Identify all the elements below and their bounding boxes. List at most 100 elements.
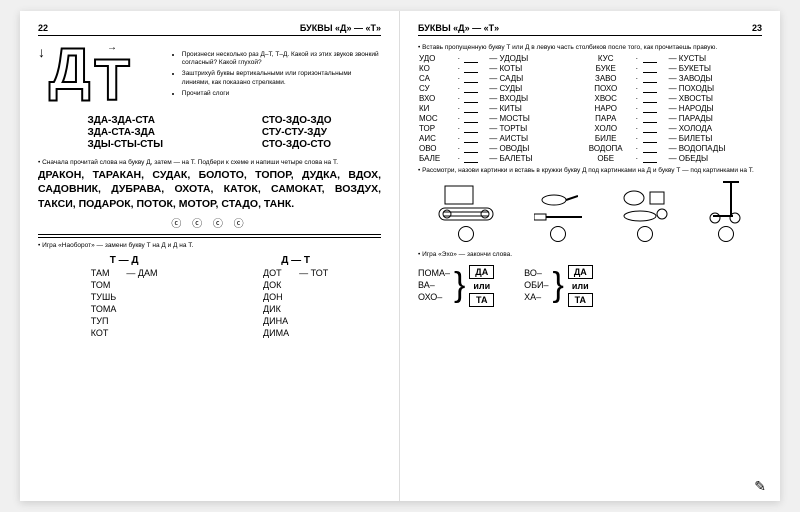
syllable-line: СТУ-СТУ-ЗДУ <box>262 127 332 138</box>
task-text: Игра «Наоборот» — замени букву Т на Д и … <box>42 242 193 249</box>
fill-row: ВХО·— ВХОДЫХВОС·— ХВОСТЫ <box>418 93 762 103</box>
word-cell: КОТ <box>87 328 121 338</box>
syllables-col-left: ЗДА-ЗДА-СТА ЗДА-СТА-ЗДА ЗДЫ-СТЫ-СТЫ <box>87 114 163 151</box>
section-title-left: БУКВЫ «Д» — «Т» <box>300 23 381 33</box>
big-letters-row: ↓ Д → Т Произнеси несколько раз Д–Т, Т–Д… <box>38 44 381 108</box>
answer-box[interactable]: ДА <box>568 265 593 279</box>
echo-word: ХА– <box>524 292 548 304</box>
instructions-list: Произнеси несколько раз Д–Т, Т–Д. Какой … <box>142 51 381 102</box>
tractor-icon <box>437 182 495 224</box>
echo-group-1: ПОМА– ВА– ОХО– } ДА или ТА <box>418 264 494 308</box>
word-cell: ТОМ <box>87 280 121 290</box>
opposite-col-2: Д — Т ДОТ— ТОТ ДОК ДОН ДИК ДИНА ДИМА <box>257 253 334 340</box>
fill-row: БАЛЕ·— БАЛЕТЫОБЕ·— ОБЕДЫ <box>418 153 762 163</box>
section-title-right: БУКВЫ «Д» — «Т» <box>418 23 499 33</box>
word-cell: ДОК <box>259 280 293 290</box>
hammer-icon <box>534 210 582 224</box>
fill-table: УДО·— УДОДЫКУС·— КУСТЫКО·— КОТЫБУКЕ·— БУ… <box>418 53 762 163</box>
task-text: Вставь пропущенную букву Т или Д в левую… <box>422 44 717 51</box>
word-cell: ДИК <box>259 304 293 314</box>
col-header: Д — Т <box>259 255 332 266</box>
word-cell: ДОТ <box>259 268 293 278</box>
signature-icon: ✎ <box>754 478 766 495</box>
fill-row: СУ·— СУДЫПОХО·— ПОХОДЫ <box>418 83 762 93</box>
fill-row: КО·— КОТЫБУКЕ·— БУКЕТЫ <box>418 63 762 73</box>
echo-word: ВА– <box>418 280 450 292</box>
word-cell: — ДАМ <box>122 268 161 278</box>
echo-word: ОБИ– <box>524 280 548 292</box>
page-number-right: 23 <box>752 23 762 33</box>
word-cell: ДИМА <box>259 328 293 338</box>
brace-icon: } <box>454 274 465 298</box>
task-fill-letter: • Вставь пропущенную букву Т или Д в лев… <box>418 44 762 51</box>
answer-boxes: ДА или ТА <box>568 264 593 308</box>
echo-group-2: ВО– ОБИ– ХА– } ДА или ТА <box>524 264 593 308</box>
word-list: ДРАКОН, ТАРАКАН, СУДАК, БОЛОТО, ТОПОР, Д… <box>38 168 381 211</box>
echo-game: ПОМА– ВА– ОХО– } ДА или ТА ВО– ОБИ– ХА– … <box>418 264 762 308</box>
picture-tractor <box>437 182 495 247</box>
echo-words: ПОМА– ВА– ОХО– <box>418 268 450 303</box>
answer-circle[interactable] <box>718 226 734 242</box>
arrow-right-icon: → <box>107 42 117 53</box>
opposite-col-1: Т — Д ТАМ— ДАМ ТОМ ТУШЬ ТОМА ТУП КОТ <box>85 253 164 340</box>
word-cell: ДОН <box>259 292 293 302</box>
answer-circle[interactable] <box>637 226 653 242</box>
book-spread: 22 БУКВЫ «Д» — «Т» ↓ Д → Т Произнеси нес… <box>20 11 780 501</box>
divider <box>38 237 381 238</box>
task-pictures: • Рассмотри, назови картинки и вставь в … <box>418 167 762 174</box>
echo-words: ВО– ОБИ– ХА– <box>524 268 548 303</box>
page-number-left: 22 <box>38 23 48 33</box>
scooter-icon <box>709 180 743 224</box>
picture-pan <box>534 182 582 247</box>
picture-dishes <box>620 188 670 247</box>
or-label: или <box>469 280 494 292</box>
syllables-block: ЗДА-ЗДА-СТА ЗДА-СТА-ЗДА ЗДЫ-СТЫ-СТЫ СТО-… <box>38 114 381 151</box>
fill-row: КИ·— КИТЫНАРО·— НАРОДЫ <box>418 103 762 113</box>
answer-box[interactable]: ДА <box>469 265 494 279</box>
answer-box[interactable]: ТА <box>469 293 494 307</box>
word-cell: ТАМ <box>87 268 121 278</box>
letter-t: Т <box>94 55 129 107</box>
syllable-line: ЗДА-ЗДА-СТА <box>87 115 163 126</box>
pan-icon <box>538 182 578 210</box>
or-label: или <box>568 280 593 292</box>
task-text: Сначала прочитай слова на букву Д, затем… <box>42 159 338 166</box>
fill-row: АИС·— АИСТЫБИЛЕ·— БИЛЕТЫ <box>418 133 762 143</box>
syllables-col-right: СТО-ЗДО-ЗДО СТУ-СТУ-ЗДУ СТО-ЗДО-СТО <box>262 114 332 151</box>
divider <box>38 234 381 235</box>
picture-scooter <box>709 180 743 247</box>
syllable-line: ЗДА-СТА-ЗДА <box>87 127 163 138</box>
echo-word: ОХО– <box>418 292 450 304</box>
task-opposite: • Игра «Наоборот» — замени букву Т на Д … <box>38 242 381 249</box>
echo-word: ПОМА– <box>418 268 450 280</box>
answer-circle[interactable] <box>458 226 474 242</box>
fill-row: УДО·— УДОДЫКУС·— КУСТЫ <box>418 53 762 63</box>
answer-circle[interactable] <box>550 226 566 242</box>
page-23: БУКВЫ «Д» — «Т» 23 • Вставь пропущенную … <box>400 11 780 501</box>
task-text: Игра «Эхо» — закончи слова. <box>422 251 512 258</box>
word-cell: ТОМА <box>87 304 121 314</box>
fill-row: МОС·— МОСТЫПАРА·— ПАРАДЫ <box>418 113 762 123</box>
col-header: Т — Д <box>87 255 162 266</box>
word-cell: — ТОТ <box>295 268 332 278</box>
syllable-line: СТО-ЗДО-СТО <box>262 139 332 150</box>
word-cell: ТУП <box>87 316 121 326</box>
task-echo: • Игра «Эхо» — закончи слова. <box>418 251 762 258</box>
answer-boxes: ДА или ТА <box>469 264 494 308</box>
word-cell: ДИНА <box>259 316 293 326</box>
task-read-words: • Сначала прочитай слова на букву Д, зат… <box>38 159 381 166</box>
page-header-left: 22 БУКВЫ «Д» — «Т» <box>38 23 381 36</box>
fill-row: СА·— САДЫЗАВО·— ЗАВОДЫ <box>418 73 762 83</box>
opposite-game: Т — Д ТАМ— ДАМ ТОМ ТУШЬ ТОМА ТУП КОТ Д —… <box>38 253 381 340</box>
instruction-item: Прочитай слоги <box>182 90 381 98</box>
answer-box[interactable]: ТА <box>568 293 593 307</box>
page-header-right: БУКВЫ «Д» — «Т» 23 <box>418 23 762 36</box>
pictures-row <box>418 180 762 247</box>
echo-word: ВО– <box>524 268 548 280</box>
brace-icon: } <box>553 274 564 298</box>
scheme-circles: ⓒ ⓒ ⓒ ⓒ <box>38 215 381 230</box>
page-22: 22 БУКВЫ «Д» — «Т» ↓ Д → Т Произнеси нес… <box>20 11 400 501</box>
word-cell: ТУШЬ <box>87 292 121 302</box>
fill-row: ОВО·— ОВОДЫВОДОПА·— ВОДОПАДЫ <box>418 143 762 153</box>
syllable-line: ЗДЫ-СТЫ-СТЫ <box>87 139 163 150</box>
